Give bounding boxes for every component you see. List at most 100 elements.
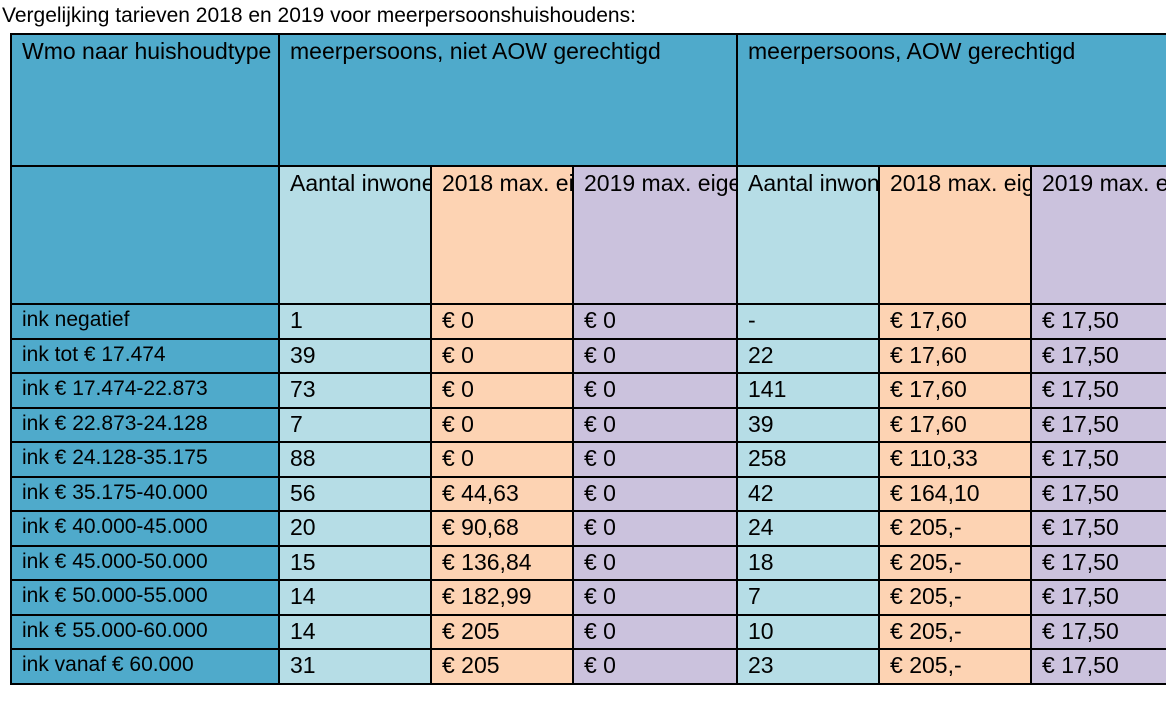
max-2019-aow-cell: € 17,50 [1030, 475, 1166, 512]
table-row: ink € 55.000-60.000 14 € 205 € 0 10 € 205,- € … [10, 613, 1166, 650]
max-2019-aow-cell: € 17,50 [1030, 372, 1166, 409]
max-2018-aow-cell: € 205,- [878, 613, 1033, 650]
max-2019-aow-cell: € 17,50 [1030, 544, 1166, 581]
max-2018-aow-cell: € 17,60 [878, 337, 1033, 374]
income-class-cell: ink € 24.128-35.175 [10, 441, 280, 478]
count-aow-cell: 24 [736, 510, 881, 547]
header-row-groups: Wmo naar huishoudtype en inkomensklasse … [10, 33, 1166, 167]
max-2019-aow-cell: € 17,50 [1030, 441, 1166, 478]
count-not-aow-cell: 1 [278, 303, 432, 340]
max-2018-not-aow-cell: € 136,84 [430, 544, 574, 581]
income-class-cell: ink vanaf € 60.000 [10, 648, 280, 685]
table-row: ink € 17.474-22.873 73 € 0 € 0 141 € 17,60 € 1… [10, 372, 1166, 409]
max-2018-not-aow-cell: € 44,63 [430, 475, 574, 512]
count-aow-cell: 18 [736, 544, 881, 581]
income-class-cell: ink € 40.000-45.000 [10, 510, 280, 547]
count-not-aow-cell: 14 [278, 579, 432, 616]
count-aow-cell: 39 [736, 406, 881, 443]
max-2019-not-aow-cell: € 0 [571, 613, 739, 650]
income-class-cell: ink € 22.873-24.128 [10, 406, 280, 443]
max-2019-aow-cell: € 17,50 [1030, 613, 1166, 650]
count-not-aow-cell: 73 [278, 372, 432, 409]
max-2018-aow-cell: € 205,- [878, 544, 1033, 581]
max-2018-aow-cell: € 164,10 [878, 475, 1033, 512]
table-row: ink vanaf € 60.000 31 € 205 € 0 23 € 205,- € 1… [10, 648, 1166, 685]
header-count-not-aow: Aantal inwoners [278, 165, 432, 305]
table-row: ink € 22.873-24.128 7 € 0 € 0 39 € 17,60 € 17,… [10, 406, 1166, 443]
count-aow-cell: 22 [736, 337, 881, 374]
max-2019-aow-cell: € 17,50 [1030, 303, 1166, 340]
header-count-aow: Aantal inwoners [736, 165, 881, 305]
max-2019-not-aow-cell: € 0 [571, 303, 739, 340]
max-2018-not-aow-cell: € 205 [430, 648, 574, 685]
income-class-cell: ink € 55.000-60.000 [10, 613, 280, 650]
table-row: ink negatief 1 € 0 € 0- € 17,60 € 17,50 [10, 303, 1166, 340]
income-class-cell: ink negatief [10, 303, 280, 340]
tariff-comparison-table: Wmo naar huishoudtype en inkomensklasse … [10, 33, 1166, 685]
max-2019-aow-cell: € 17,50 [1030, 337, 1166, 374]
max-2018-not-aow-cell: € 0 [430, 441, 574, 478]
max-2018-not-aow-cell: € 90,68 [430, 510, 574, 547]
income-class-cell: ink € 17.474-22.873 [10, 372, 280, 409]
header-2018-not-aow: 2018 max. eigen bijdrage [430, 165, 574, 305]
income-class-cell: ink € 45.000-50.000 [10, 544, 280, 581]
count-aow-cell: - [736, 303, 881, 340]
count-not-aow-cell: 14 [278, 613, 432, 650]
max-2018-aow-cell: € 205,- [878, 579, 1033, 616]
max-2019-not-aow-cell: € 0 [571, 579, 739, 616]
max-2018-not-aow-cell: € 182,99 [430, 579, 574, 616]
count-aow-cell: 42 [736, 475, 881, 512]
table-row: ink € 40.000-45.000 20 € 90,68 € 0 24 € 205,-… [10, 510, 1166, 547]
table-row: ink tot € 17.474 39 € 0 € 0 22 € 17,60 € 17,50 [10, 337, 1166, 374]
table-row: ink € 50.000-55.000 14 € 182,99 € 0 7 € 205,-… [10, 579, 1166, 616]
max-2019-aow-cell: € 17,50 [1030, 406, 1166, 443]
count-aow-cell: 141 [736, 372, 881, 409]
income-class-cell: ink tot € 17.474 [10, 337, 280, 374]
header-2018-aow: 2018 max. eigen bijdrage [878, 165, 1033, 305]
max-2019-not-aow-cell: € 0 [571, 372, 739, 409]
table-row: ink € 24.128-35.175 88 € 0 € 0 258 € 110,33 € … [10, 441, 1166, 478]
table-row: ink € 45.000-50.000 15 € 136,84 € 0 18 € 205,… [10, 544, 1166, 581]
max-2018-not-aow-cell: € 205 [430, 613, 574, 650]
max-2018-not-aow-cell: € 0 [430, 337, 574, 374]
count-not-aow-cell: 56 [278, 475, 432, 512]
max-2019-not-aow-cell: € 0 [571, 406, 739, 443]
income-class-cell: ink € 50.000-55.000 [10, 579, 280, 616]
max-2019-not-aow-cell: € 0 [571, 510, 739, 547]
count-not-aow-cell: 39 [278, 337, 432, 374]
max-2018-not-aow-cell: € 0 [430, 303, 574, 340]
header-first-column: Wmo naar huishoudtype en inkomensklasse [10, 33, 280, 167]
table-caption: Vergelijking tarieven 2018 en 2019 voor … [2, 4, 636, 27]
header-2019-not-aow: 2019 max. eigen bijdrage [571, 165, 739, 305]
max-2018-aow-cell: € 17,60 [878, 372, 1033, 409]
count-not-aow-cell: 31 [278, 648, 432, 685]
max-2018-aow-cell: € 17,60 [878, 303, 1033, 340]
max-2018-aow-cell: € 17,60 [878, 406, 1033, 443]
max-2019-not-aow-cell: € 0 [571, 475, 739, 512]
table-row: ink € 35.175-40.000 56 € 44,63 € 0 42 € 164,1… [10, 475, 1166, 512]
header-group-aow: meerpersoons, AOW gerechtigd [736, 33, 1166, 167]
count-aow-cell: 258 [736, 441, 881, 478]
count-aow-cell: 10 [736, 613, 881, 650]
count-not-aow-cell: 88 [278, 441, 432, 478]
income-class-cell: ink € 35.175-40.000 [10, 475, 280, 512]
header-empty-cell [10, 165, 280, 305]
max-2019-not-aow-cell: € 0 [571, 337, 739, 374]
max-2018-not-aow-cell: € 0 [430, 406, 574, 443]
max-2019-aow-cell: € 17,50 [1030, 648, 1166, 685]
max-2018-aow-cell: € 205,- [878, 648, 1033, 685]
max-2019-not-aow-cell: € 0 [571, 648, 739, 685]
max-2019-not-aow-cell: € 0 [571, 544, 739, 581]
header-group-not-aow: meerpersoons, niet AOW gerechtigd [277, 33, 739, 167]
max-2019-aow-cell: € 17,50 [1030, 510, 1166, 547]
count-not-aow-cell: 15 [278, 544, 432, 581]
count-not-aow-cell: 20 [278, 510, 432, 547]
max-2018-aow-cell: € 110,33 [878, 441, 1033, 478]
count-aow-cell: 7 [736, 579, 881, 616]
max-2018-aow-cell: € 205,- [878, 510, 1033, 547]
max-2019-aow-cell: € 17,50 [1030, 579, 1166, 616]
count-not-aow-cell: 7 [278, 406, 432, 443]
max-2018-not-aow-cell: € 0 [430, 372, 574, 409]
count-aow-cell: 23 [736, 648, 881, 685]
header-row-columns: Aantal inwoners 2018 max. eigen bijdrage… [10, 165, 1166, 305]
